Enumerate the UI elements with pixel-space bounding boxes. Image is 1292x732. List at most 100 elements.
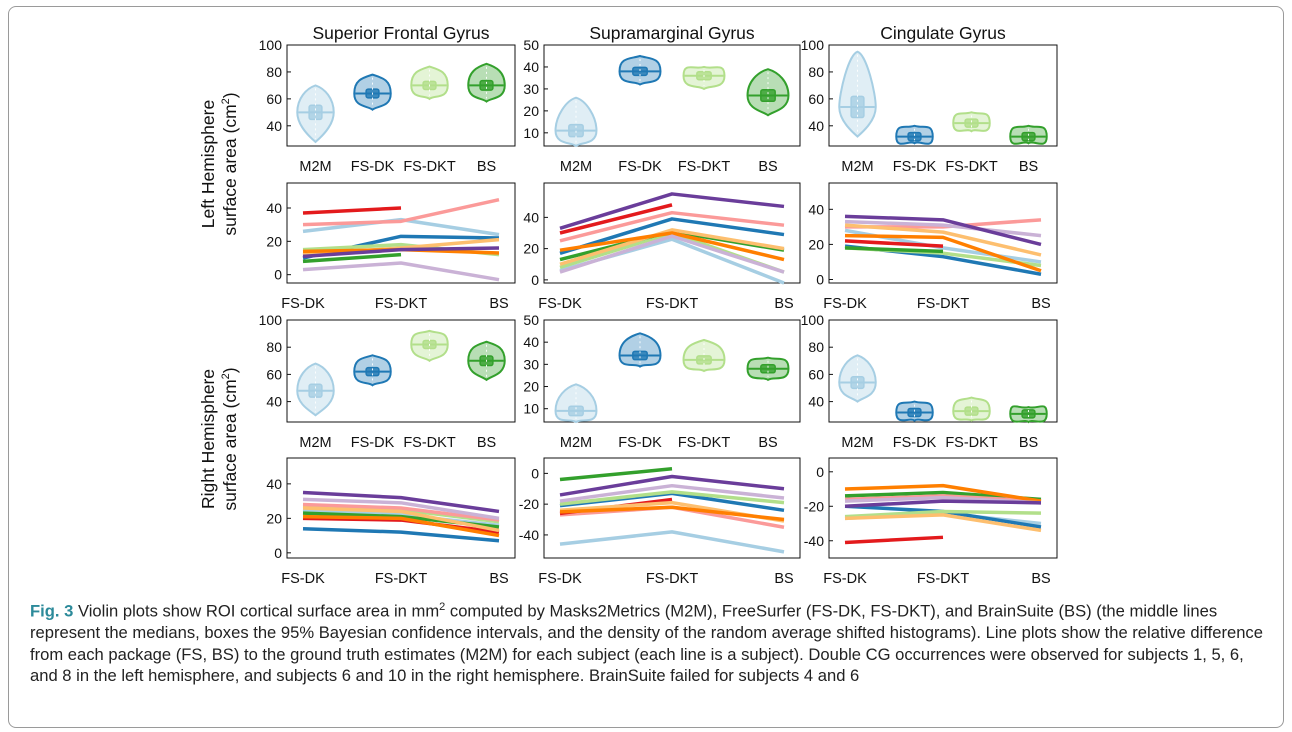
category-label: FS-DKT: [678, 159, 731, 175]
y-tick-label: 20: [266, 510, 282, 526]
category-label: BS: [1019, 435, 1038, 451]
row-label-left: Left Hemisphere surface area (cm2): [198, 92, 240, 235]
category-label: BS: [477, 159, 496, 175]
category-label: FS-DK: [538, 571, 582, 587]
category-label: FS-DK: [618, 159, 662, 175]
row-label-right: Right Hemisphere surface area (cm2): [198, 367, 240, 510]
caption-text-b: computed by Masks2Metrics (M2M), FreeSur…: [30, 601, 1263, 686]
axes-box: [828, 457, 1058, 559]
panel-lh-smg-lines: 0 20 40 FS-DK FS-DKT BS: [523, 182, 801, 312]
category-label: FS-DKT: [678, 435, 731, 451]
violin-m2m: [838, 50, 877, 138]
axes-box: [828, 44, 1058, 147]
y-tick-label: 0: [531, 272, 539, 288]
axes-box: [286, 319, 516, 423]
subject-line-2: [559, 217, 785, 255]
subject-line-7: [844, 223, 1042, 257]
y-tick-label: 40: [523, 334, 539, 350]
column-title-1: Superior Frontal Gyrus: [312, 23, 489, 43]
category-label: FS-DKT: [646, 296, 699, 312]
y-tick-label: 10: [523, 401, 539, 417]
subject-line-5: [559, 210, 785, 243]
subject-line-9: [844, 219, 1042, 238]
category-label: FS-DK: [351, 435, 395, 451]
category-label: M2M: [299, 159, 331, 175]
y-tick-label: 30: [523, 81, 539, 97]
subject-line-6: [559, 203, 673, 235]
category-label: FS-DK: [893, 159, 937, 175]
category-label: FS-DK: [351, 159, 395, 175]
y-tick-label: 40: [266, 476, 282, 492]
subject-line-6: [844, 535, 944, 545]
y-tick-label: 100: [801, 37, 825, 53]
y-tick-label: 80: [266, 339, 282, 355]
y-tick-label: 40: [808, 201, 824, 217]
subject-line-8: [844, 233, 1042, 273]
panel-rh-smg-violin: 10 20 30 40 50 M2M FS-DK FS-DKT BS: [523, 312, 801, 451]
y-tick-label: 40: [266, 394, 282, 410]
axes-box: [828, 182, 1058, 284]
category-label: FS-DKT: [375, 571, 428, 587]
axes-box: [543, 44, 801, 147]
axes-box: [828, 319, 1058, 423]
figure-frame: [8, 6, 1284, 728]
category-label: FS-DK: [893, 435, 937, 451]
category-label: FS-DK: [823, 571, 867, 587]
caption-label: Fig. 3: [30, 601, 74, 621]
panel-lh-cg-violin: 40 60 80 100 M2M FS-DK FS-DKT BS: [801, 37, 1058, 175]
violin-fs-dk: [618, 332, 662, 368]
figure-panels: Superior Frontal Gyrus Supramarginal Gyru…: [198, 23, 1058, 587]
y-tick-label: 60: [266, 366, 282, 382]
category-label: FS-DKT: [375, 296, 428, 312]
y-tick-label: 20: [523, 103, 539, 119]
category-label: M2M: [841, 435, 873, 451]
category-label: M2M: [841, 159, 873, 175]
row-label-superscript: 2: [220, 373, 232, 379]
y-tick-label: 50: [523, 37, 539, 53]
category-label: FS-DKT: [403, 159, 456, 175]
category-label: BS: [1031, 571, 1050, 587]
column-title-3: Cingulate Gyrus: [880, 23, 1006, 43]
y-tick-label: 100: [259, 312, 283, 328]
y-tick-label: 0: [816, 464, 824, 480]
category-label: FS-DKT: [646, 571, 699, 587]
panel-lh-sfg-lines: 0 20 40 FS-DK FS-DKT BS: [266, 182, 516, 312]
y-tick-label: 40: [523, 209, 539, 225]
axes-box: [543, 182, 801, 284]
row-label-unit: surface area (cm2): [220, 367, 240, 510]
subject-line-10: [844, 214, 1042, 247]
y-tick-label: 60: [266, 91, 282, 107]
subject-line-4: [302, 252, 402, 264]
panel-rh-cg-violin: 40 60 80 100 M2M FS-DK FS-DKT BS: [801, 312, 1058, 451]
y-tick-label: 20: [523, 241, 539, 257]
y-tick-label: 10: [523, 125, 539, 141]
subject-line-9: [559, 234, 785, 274]
row-label-unit-text: surface area (cm: [220, 379, 240, 510]
axes-box: [286, 44, 516, 147]
subject-line-7: [844, 513, 1042, 533]
category-label: FS-DKT: [945, 159, 998, 175]
y-tick-label: 40: [266, 200, 282, 216]
y-tick-label: 20: [266, 233, 282, 249]
y-tick-label: 40: [808, 394, 824, 410]
subject-line-5: [302, 197, 500, 227]
subject-line-9: [302, 497, 500, 521]
category-label: BS: [758, 435, 777, 451]
axes-box: [543, 319, 801, 423]
category-label: M2M: [560, 159, 592, 175]
panel-lh-cg-lines: 0 20 40 FS-DK FS-DKT BS: [808, 182, 1058, 312]
category-label: BS: [477, 435, 496, 451]
y-tick-label: 60: [808, 91, 824, 107]
subject-line-10: [559, 192, 785, 230]
row-label-unit-text: surface area (cm: [220, 104, 240, 235]
category-label: BS: [1031, 296, 1050, 312]
y-tick-label: 40: [266, 118, 282, 134]
y-tick-label: -40: [804, 533, 824, 549]
y-tick-label: 20: [808, 236, 824, 252]
category-label: M2M: [299, 435, 331, 451]
subject-line-2: [302, 526, 500, 543]
category-label: FS-DK: [538, 296, 582, 312]
caption-text-a: Violin plots show ROI cortical surface a…: [73, 601, 440, 621]
subject-line-5: [302, 502, 500, 522]
subject-line-7: [302, 506, 500, 533]
